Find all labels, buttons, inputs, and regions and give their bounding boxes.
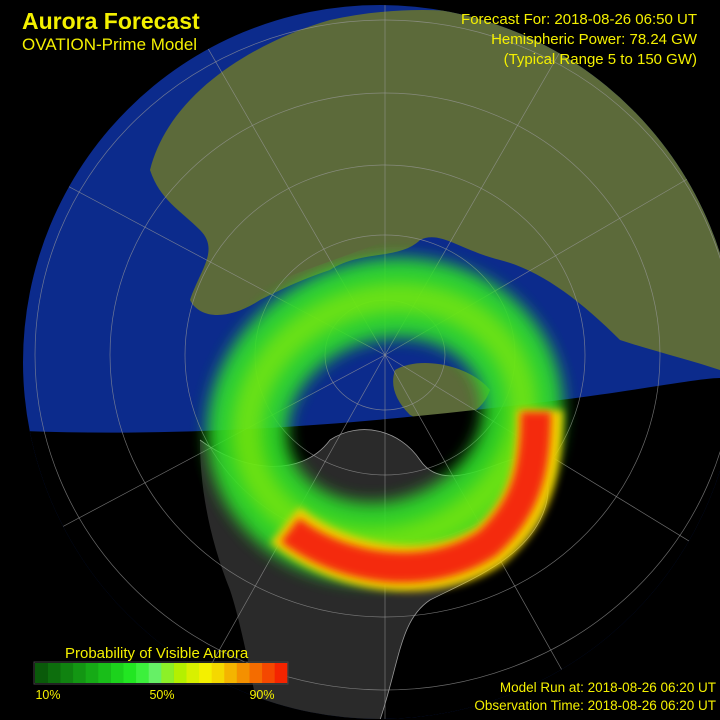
legend-frame bbox=[33, 661, 289, 685]
legend-tick: 10% bbox=[35, 688, 60, 702]
subtitle: OVATION-Prime Model bbox=[22, 35, 197, 54]
legend-title: Probability of Visible Aurora bbox=[65, 645, 249, 662]
legend-swatch bbox=[261, 663, 275, 683]
legend-swatch bbox=[249, 663, 263, 683]
legend-swatch bbox=[198, 663, 212, 683]
legend-swatch bbox=[211, 663, 225, 683]
hemispheric-power: Hemispheric Power: 78.24 GW bbox=[491, 31, 698, 48]
land bbox=[393, 362, 490, 422]
legend-swatch bbox=[72, 663, 86, 683]
legend-swatch bbox=[236, 663, 250, 683]
legend-swatch bbox=[47, 663, 61, 683]
observation-time: Observation Time: 2018-08-26 06:20 UT bbox=[474, 698, 716, 713]
aurora-oval bbox=[207, 257, 563, 592]
title: Aurora Forecast bbox=[22, 8, 200, 34]
legend-swatch bbox=[110, 663, 124, 683]
legend-swatch bbox=[148, 663, 162, 683]
legend-swatch bbox=[35, 663, 48, 683]
land bbox=[150, 10, 720, 370]
model-run: Model Run at: 2018-08-26 06:20 UT bbox=[500, 680, 716, 695]
legend-swatch bbox=[123, 663, 137, 683]
forecast-time: Forecast For: 2018-08-26 06:50 UT bbox=[461, 11, 697, 28]
legend-tick: 50% bbox=[149, 688, 174, 702]
typical-range: (Typical Range 5 to 150 GW) bbox=[504, 51, 697, 68]
legend-swatch bbox=[274, 663, 288, 683]
legend-swatch bbox=[173, 663, 187, 683]
legend-swatch bbox=[135, 663, 149, 683]
legend-swatch bbox=[98, 663, 111, 683]
legend-swatch bbox=[161, 663, 174, 683]
legend-swatch bbox=[186, 663, 200, 683]
legend-swatch bbox=[60, 663, 74, 683]
legend-swatch bbox=[85, 663, 99, 683]
legend: Probability of Visible Aurora 10% 50% 90… bbox=[33, 645, 289, 702]
legend-tick: 90% bbox=[249, 688, 274, 702]
legend-swatch bbox=[224, 663, 237, 683]
